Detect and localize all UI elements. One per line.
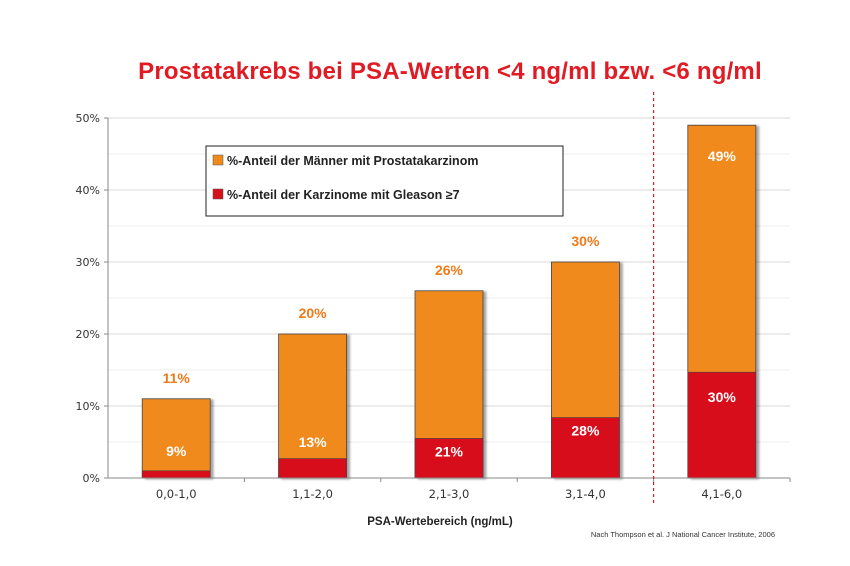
bar-total: [278, 333, 348, 479]
x-axis: 0,0-1,0 1,1-2,0 2,1-3,0 3,1-4,0 4,1-6,0: [108, 477, 791, 501]
bar-total: [141, 398, 211, 479]
y-tick-label: 40%: [76, 184, 100, 197]
y-tick-label: 0%: [83, 472, 100, 485]
y-axis: 0% 10% 20% 30% 40% 50%: [76, 112, 109, 485]
legend-label-orange: %-Anteil der Männer mit Prostatakarzinom: [227, 154, 478, 168]
y-tick-label: 20%: [76, 328, 100, 341]
x-tick-label: 3,1-4,0: [565, 487, 606, 501]
x-tick-label: 0,0-1,0: [156, 487, 197, 501]
data-label-total: 20%: [299, 305, 328, 321]
x-tick-label: 4,1-6,0: [701, 487, 742, 501]
y-tick-label: 10%: [76, 400, 100, 413]
data-label-gleason: 30%: [708, 389, 737, 405]
data-label-gleason: 21%: [435, 443, 464, 459]
data-label-total: 30%: [571, 233, 600, 249]
bar-group: [414, 290, 484, 479]
bar-group: [551, 261, 620, 479]
legend-swatch-red: [212, 188, 224, 200]
bar-group: [687, 124, 757, 479]
x-tick-label: 2,1-3,0: [429, 487, 470, 501]
bars: 11% 9% 20% 13% 26% 21% 30% 28% 49% 30%: [141, 124, 757, 479]
chart-title: Prostatakrebs bei PSA-Werten <4 ng/ml bz…: [138, 58, 762, 85]
legend-box: [205, 145, 564, 217]
bar-group: [141, 398, 211, 479]
bar-group: [278, 333, 348, 479]
bar-gleason: [687, 371, 757, 479]
x-axis-title: PSA-Wertebereich (ng/mL): [367, 516, 513, 528]
legend-swatch-orange: [212, 154, 224, 166]
y-tick-label: 50%: [76, 112, 100, 125]
bar-gleason: [414, 438, 484, 479]
data-label-gleason: 9%: [166, 443, 187, 459]
data-label-gleason: 28%: [571, 423, 600, 439]
legend: %-Anteil der Männer mit Prostatakarzinom…: [205, 145, 564, 217]
data-label-gleason: 13%: [299, 434, 328, 450]
bar-gleason: [278, 458, 347, 479]
data-label-total: 11%: [163, 370, 191, 386]
data-label-total: 49%: [708, 148, 737, 164]
source-note: Nach Thompson et al. J National Cancer I…: [591, 530, 775, 539]
data-label-total: 26%: [435, 262, 464, 278]
bar-gleason: [551, 417, 620, 479]
y-tick-label: 30%: [76, 256, 100, 269]
x-tick-label: 1,1-2,0: [292, 487, 333, 501]
bar-gleason: [141, 470, 211, 479]
legend-label-red: %-Anteil der Karzinome mit Gleason ≥7: [227, 188, 460, 202]
